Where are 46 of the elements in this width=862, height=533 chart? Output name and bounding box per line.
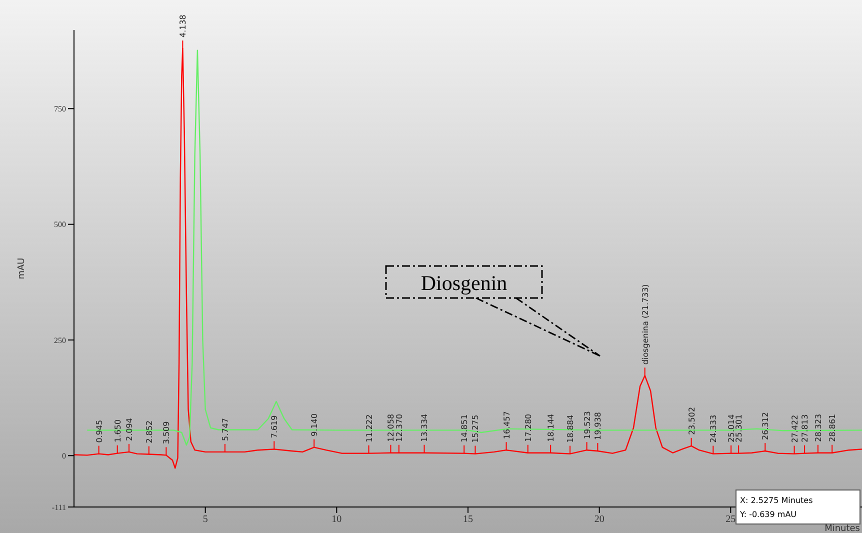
annotation: 25.301 (734, 414, 744, 442)
annotation: 0.945 (94, 420, 104, 443)
annotation: 12.058 (386, 414, 396, 442)
annotation: 7.619 (270, 415, 280, 438)
x-tick-label: 10 (332, 514, 342, 526)
annotation: 5.747 (220, 418, 230, 441)
annotation: 26.312 (761, 412, 770, 440)
annotation: 19.523 (582, 411, 592, 440)
annotation: Diosgenin (420, 271, 508, 295)
annotation: diosgenina (21.733) (640, 284, 650, 365)
x-tick-label: 25 (726, 514, 736, 526)
annotation: 16.457 (502, 411, 512, 440)
annotation: 1.650 (113, 419, 122, 442)
x-tick-label: 20 (594, 514, 604, 526)
annotation: 4.138 (178, 14, 188, 38)
annotation: 25.014 (727, 414, 736, 442)
annotation: 27.813 (800, 414, 810, 442)
y-tick-label: 500 (54, 220, 66, 230)
annotation: 12.370 (394, 414, 404, 442)
annotation: 23.502 (687, 406, 696, 435)
annotation: 24.333 (709, 414, 718, 443)
annotation: 2.852 (144, 420, 154, 444)
annotation: 28.861 (828, 414, 838, 442)
annotation: 18.884 (566, 414, 576, 443)
annotation: X: 2.5275 Minutes (740, 496, 813, 505)
text: Y: -0.639 mAU (739, 510, 797, 519)
annotation: 3.509 (162, 421, 172, 444)
annotation: 19.938 (594, 412, 603, 440)
annotation: 2.094 (125, 418, 134, 441)
x-axis-title: Minutes (824, 524, 860, 533)
y-tick-label: -111 (52, 502, 66, 512)
annotation: 27.422 (790, 414, 800, 443)
y-axis-title: mAU (17, 258, 27, 280)
annotation: 17.280 (524, 414, 533, 442)
annotation: 14.851 (460, 414, 470, 442)
x-tick-label: 15 (463, 514, 473, 526)
annotation: 28.323 (814, 414, 823, 442)
annotation: 18.144 (546, 414, 556, 442)
annotation: 9.140 (310, 413, 320, 436)
annotation: 15.275 (471, 414, 480, 443)
y-tick-label: 250 (54, 336, 66, 345)
annotation: 13.334 (420, 414, 430, 442)
annotation: 11.222 (364, 414, 374, 442)
y-tick-label: 0 (62, 451, 66, 460)
x-tick-label: 5 (202, 514, 208, 526)
y-tick-label: 750 (54, 104, 66, 114)
